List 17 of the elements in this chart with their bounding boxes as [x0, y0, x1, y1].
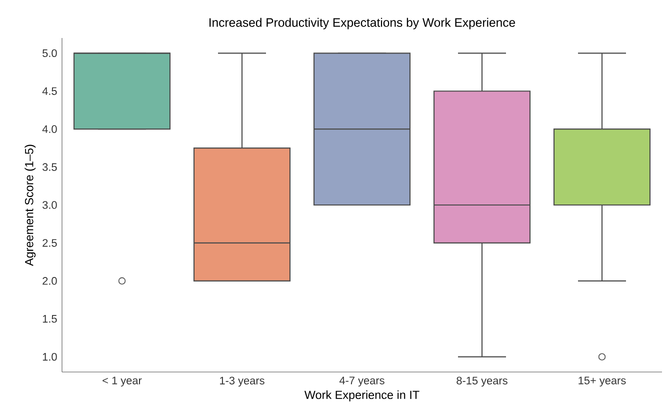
x-tick-label: 1-3 years — [220, 376, 264, 387]
y-tick-label: 4.0 — [42, 125, 57, 133]
y-axis-title: Agreement Score (1–5) — [24, 144, 36, 266]
y-tick-label: 2.0 — [42, 277, 57, 285]
y-tick-label: 1.5 — [42, 315, 57, 323]
x-tick-label: 15+ years — [578, 376, 626, 387]
y-tick-label: 3.5 — [42, 163, 57, 171]
y-tick-label: 3.0 — [42, 201, 57, 209]
y-tick-label: 5.0 — [42, 49, 57, 58]
x-tick-label: 4-7 years — [339, 376, 384, 387]
y-tick-label: 4.5 — [42, 87, 57, 95]
x-axis-title: Work Experience in IT — [304, 390, 420, 402]
y-tick-label: 1.0 — [42, 352, 57, 361]
y-tick-label: 2.5 — [42, 239, 57, 247]
x-tick-label: 8-15 years — [456, 376, 508, 387]
x-tick-label: < 1 year — [102, 376, 142, 387]
chart-title: Increased Productivity Expectations by Work Experience — [210, 18, 516, 30]
